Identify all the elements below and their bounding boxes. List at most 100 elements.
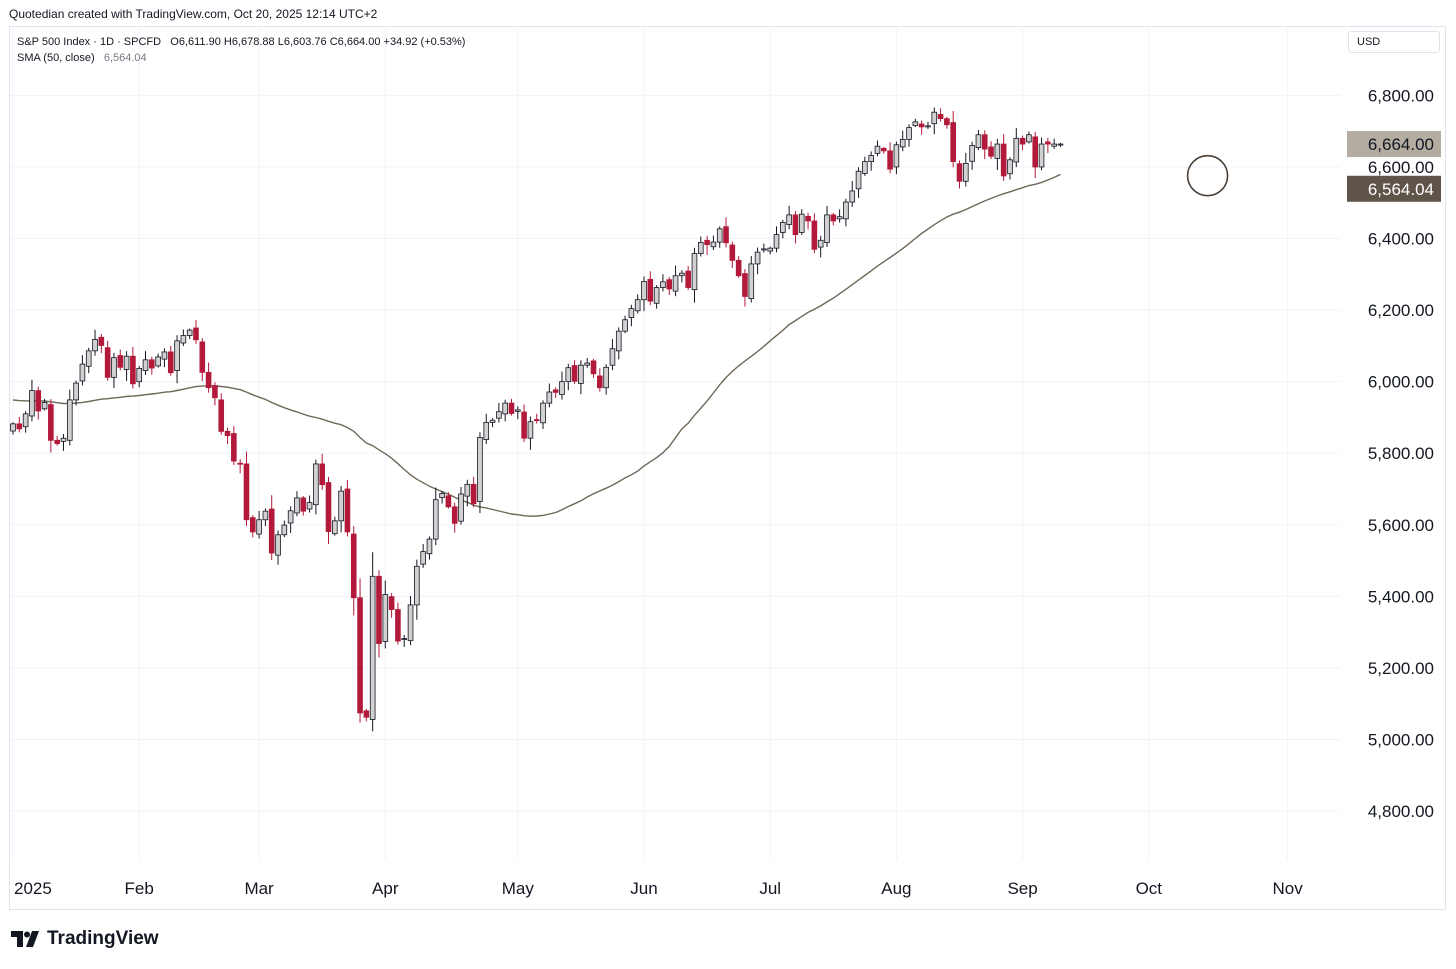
candle-up	[186, 329, 193, 336]
y-axis[interactable]: 4,800.00 5,000.00 5,200.00 5,400.00 5,600.00…	[1368, 86, 1434, 821]
candle-down	[729, 244, 736, 261]
symbol-name: S&P 500 Index · 1D · SPCFD	[17, 36, 162, 48]
candle-up	[483, 422, 490, 441]
candle-down	[597, 375, 603, 389]
candle-up	[420, 551, 426, 565]
candle-up	[969, 145, 975, 162]
candle-up	[281, 524, 288, 536]
candle-up	[660, 281, 666, 288]
candle-down	[54, 439, 60, 444]
candle-up	[85, 350, 92, 367]
highlight-circle	[1186, 154, 1229, 197]
x-tick-label: Jul	[759, 879, 781, 898]
candle-down	[521, 411, 527, 439]
sma-legend[interactable]: SMA (50, close) 6,564.04	[17, 50, 465, 66]
candle-up	[773, 234, 780, 249]
candle-up	[653, 287, 660, 304]
candle-up	[29, 390, 35, 417]
symbol-line[interactable]: S&P 500 Index · 1D · SPCFD O6,611.90 H6,…	[17, 34, 465, 50]
candle-up	[73, 382, 79, 401]
candle-up	[868, 155, 874, 162]
candle-down	[735, 259, 742, 277]
candle-up	[679, 272, 685, 277]
x-tick-label: Feb	[125, 879, 154, 898]
candle-down	[918, 123, 925, 128]
candle-down	[508, 402, 515, 414]
candle-up	[161, 351, 168, 360]
y-tick-label: 6,000.00	[1368, 373, 1434, 392]
candle-up	[622, 319, 628, 332]
candle-up	[1051, 143, 1057, 147]
candle-up	[180, 335, 187, 344]
candle-up	[1026, 134, 1032, 143]
tradingview-brand[interactable]: TradingView	[11, 928, 159, 950]
candle-down	[742, 273, 748, 297]
candle-up	[502, 402, 508, 415]
candle-up	[975, 134, 982, 149]
candle-up	[60, 437, 67, 442]
candle-down	[319, 463, 325, 486]
candle-up	[697, 242, 704, 254]
candle-down	[117, 355, 124, 368]
candle-up	[458, 493, 464, 522]
candle-down	[104, 347, 111, 378]
y-tick-label: 6,400.00	[1368, 230, 1434, 249]
candle-up	[899, 139, 906, 148]
candle-down	[395, 609, 401, 642]
candle-up	[439, 493, 445, 498]
candle-up	[634, 299, 641, 312]
candle-down	[149, 359, 155, 369]
chart-frame[interactable]	[9, 26, 1446, 910]
annotations	[1186, 154, 1229, 197]
candle-down	[666, 279, 673, 290]
candle-down	[805, 215, 811, 222]
candle-up	[111, 357, 117, 378]
x-tick-label: May	[502, 879, 535, 898]
candle-down	[167, 351, 174, 374]
x-axis[interactable]: 2025 Feb Mar Apr May Jun Jul Aug Sep Oct Nov	[14, 879, 1303, 898]
candle-down	[231, 433, 237, 462]
brand-name: TradingView	[47, 928, 159, 949]
candle-up	[515, 409, 521, 412]
candle-up	[546, 391, 553, 404]
candle-down	[988, 146, 994, 157]
candle-up	[912, 121, 919, 126]
x-tick-label: Apr	[372, 879, 399, 898]
candle-up	[710, 241, 717, 248]
candle-down	[887, 150, 893, 170]
candle-down	[704, 239, 710, 246]
candle-down	[344, 488, 351, 533]
y-tick-label: 6,800.00	[1368, 86, 1434, 105]
chart-legend: S&P 500 Index · 1D · SPCFD O6,611.90 H6,…	[17, 34, 465, 66]
last-price-tag-bg	[1347, 131, 1441, 158]
candle-up	[41, 401, 48, 410]
candle-up	[382, 594, 389, 642]
candle-down	[325, 482, 332, 532]
candle-up	[603, 366, 609, 389]
last-price-tag: 6,664.00	[1368, 135, 1434, 154]
candle-down	[268, 508, 275, 554]
x-tick-label: Mar	[244, 879, 274, 898]
candle-down	[357, 597, 363, 714]
currency-selector[interactable]: USD	[1348, 31, 1440, 53]
candle-up	[641, 281, 647, 301]
candle-up	[10, 423, 16, 432]
candle-up	[893, 144, 900, 168]
candle-down	[350, 533, 357, 599]
ohlc-values: O6,611.90 H6,678.88 L6,603.76 C6,664.00 …	[170, 36, 466, 48]
candle-up	[1038, 143, 1045, 168]
candle-up	[906, 127, 912, 140]
candle-down	[937, 113, 944, 120]
candle-down	[249, 517, 256, 533]
candle-down	[451, 506, 458, 524]
candle-up	[849, 190, 856, 203]
candle-down	[685, 270, 691, 288]
candle-up	[407, 604, 414, 642]
candle-down	[647, 278, 654, 302]
candle-up	[584, 362, 591, 366]
candle-up	[609, 348, 616, 366]
candle-up	[931, 111, 938, 125]
candle-up	[432, 499, 439, 540]
candle-down	[205, 371, 212, 389]
